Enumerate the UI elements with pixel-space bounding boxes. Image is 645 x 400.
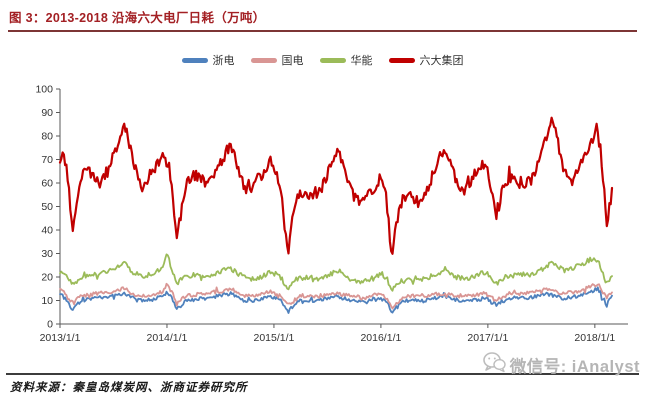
svg-text:60: 60: [41, 178, 53, 190]
svg-text:2016/1/1: 2016/1/1: [360, 332, 401, 344]
svg-text:90: 90: [41, 107, 53, 119]
svg-text:40: 40: [41, 225, 53, 237]
svg-text:20: 20: [41, 272, 53, 284]
legend-swatch-icon: [388, 57, 415, 63]
legend-label: 六大集团: [419, 55, 464, 67]
legend-label: 华能: [350, 55, 373, 67]
legend-label: 国电: [281, 55, 304, 67]
title-divider: [8, 30, 637, 32]
legend-item-2: 华能: [319, 52, 373, 68]
svg-text:2013/1/1: 2013/1/1: [40, 332, 81, 344]
chart-legend: 浙电 国电 华能 六大集团: [0, 52, 645, 68]
watermark-text: 微信号: iAnalyst: [509, 357, 640, 376]
svg-text:80: 80: [41, 131, 53, 143]
svg-text:2014/1/1: 2014/1/1: [147, 332, 188, 344]
legend-item-0: 浙电: [181, 52, 235, 68]
source-text: 资料来源：秦皇岛煤炭网、浙商证券研究所: [10, 382, 248, 394]
svg-text:2018/1/1: 2018/1/1: [574, 332, 615, 344]
footer-divider: [6, 373, 639, 375]
legend-swatch-icon: [181, 57, 208, 63]
consumption-chart: 0 10 20 30 40 50 60 70 80 90 100 2013/1/1 2014/1/1 20…: [35, 84, 628, 344]
legend-swatch-icon: [319, 57, 346, 63]
svg-text:2017/1/1: 2017/1/1: [467, 332, 508, 344]
legend-label: 浙电: [212, 55, 235, 67]
svg-text:30: 30: [41, 248, 53, 260]
svg-text:70: 70: [41, 154, 53, 166]
svg-text:100: 100: [35, 84, 53, 96]
figure-header: 图 3：2013-2018 沿海六大电厂日耗（万吨）: [0, 0, 645, 26]
svg-text:50: 50: [41, 201, 53, 213]
legend-item-3: 六大集团: [388, 52, 464, 68]
svg-text:0: 0: [47, 319, 53, 331]
wechat-watermark: 微信号: iAnalyst: [482, 351, 640, 378]
wechat-icon: [482, 351, 506, 378]
chart-area: 0 10 20 30 40 50 60 70 80 90 100 2013/1/1 2014/1/1 20…: [0, 72, 645, 362]
legend-swatch-icon: [250, 57, 277, 63]
svg-text:2015/1/1: 2015/1/1: [253, 332, 294, 344]
legend-item-1: 国电: [250, 52, 304, 68]
figure-title: 图 3：2013-2018 沿海六大电厂日耗（万吨）: [9, 11, 266, 25]
svg-text:10: 10: [41, 295, 53, 307]
